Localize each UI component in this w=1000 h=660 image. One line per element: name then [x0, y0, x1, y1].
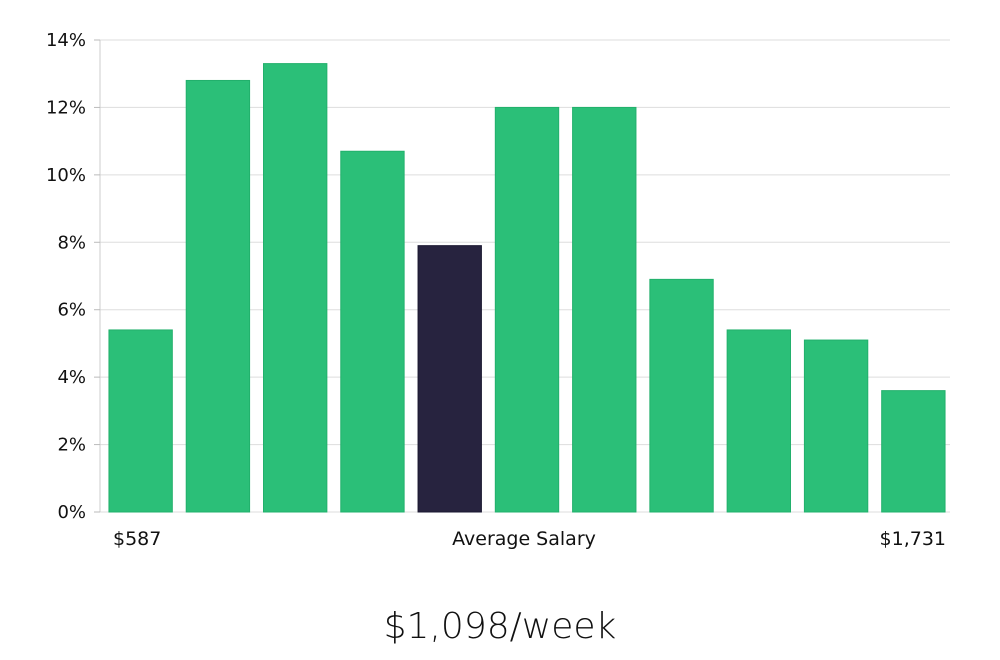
- y-tick-label: 6%: [57, 300, 86, 321]
- y-tick-label: 0%: [57, 502, 86, 523]
- bar: [726, 329, 791, 513]
- bar-series: [108, 63, 946, 513]
- y-tick-label: 14%: [46, 30, 86, 51]
- bar: [803, 339, 869, 513]
- bar: [340, 150, 405, 513]
- bar: [263, 63, 328, 513]
- bar: [108, 329, 173, 513]
- x-label-center: Average Salary: [452, 528, 596, 550]
- y-axis: 0% 2% 4% 6% 8% 10% 12% 14%: [46, 30, 101, 523]
- bar: [494, 106, 560, 513]
- bar: [881, 390, 946, 513]
- y-tick-label: 4%: [57, 367, 86, 388]
- bar-average: [417, 245, 482, 513]
- average-salary-value: $1,098/week: [383, 606, 617, 647]
- y-tick-label: 2%: [57, 435, 86, 456]
- bar: [185, 79, 251, 513]
- y-tick-label: 12%: [46, 97, 86, 118]
- y-tick-label: 8%: [57, 232, 86, 253]
- y-tick-label: 10%: [46, 165, 86, 186]
- x-label-max: $1,731: [879, 528, 946, 550]
- bar: [572, 106, 637, 513]
- bar: [649, 278, 714, 513]
- histogram-chart: 0% 2% 4% 6% 8% 10% 12% 14%: [46, 30, 950, 523]
- x-label-min: $587: [113, 528, 162, 550]
